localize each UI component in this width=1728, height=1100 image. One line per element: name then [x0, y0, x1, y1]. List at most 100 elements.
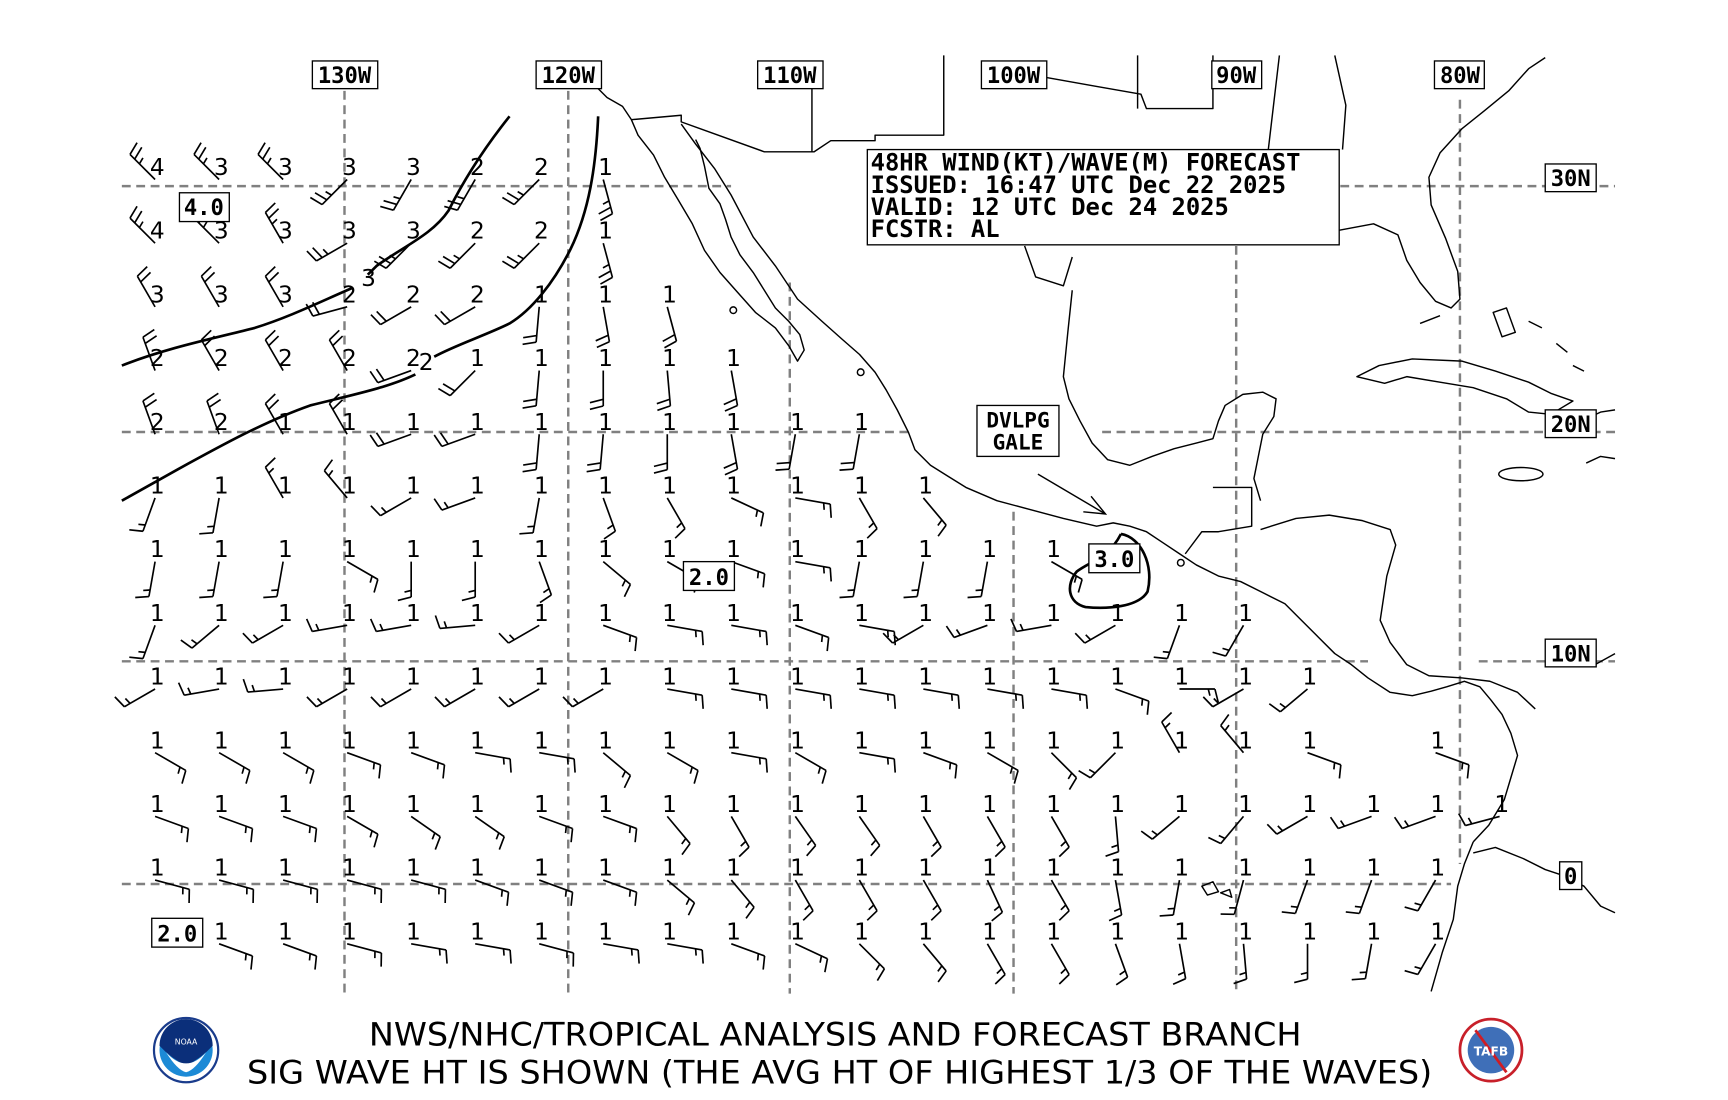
- wave-height-value: 1: [598, 600, 613, 627]
- wave-height-value: 1: [662, 473, 677, 500]
- wind-barb: [305, 618, 348, 633]
- wave-height-value: 1: [1430, 918, 1445, 945]
- wind-barb: [859, 688, 897, 709]
- wind-barb: [461, 561, 477, 602]
- wind-barb: [1233, 943, 1248, 985]
- contour-3m: [121, 115, 511, 367]
- wave-height-value: 1: [278, 727, 293, 754]
- wind-barb: [539, 942, 575, 967]
- wind-barb: [346, 815, 379, 848]
- wave-height-value: 1: [918, 664, 933, 691]
- wave-height-value: 1: [214, 600, 229, 627]
- footer-line1: NWS/NHC/TROPICAL ANALYSIS AND FORECAST B…: [369, 1016, 1302, 1054]
- wave-height-value: 1: [534, 918, 549, 945]
- wind-barb: [730, 815, 750, 858]
- wave-height-value: 1: [790, 791, 805, 818]
- wind-barb: [522, 370, 541, 409]
- wave-height-value: 1: [406, 664, 421, 691]
- wave-height-value: 2: [214, 409, 229, 436]
- wave-height-value: 1: [342, 918, 357, 945]
- wave-height-value: 1: [406, 918, 421, 945]
- wave-height-value: 1: [598, 918, 613, 945]
- wind-barb: [519, 497, 541, 535]
- gale-arrowhead: [1083, 495, 1108, 515]
- wave-height-value: 1: [470, 409, 485, 436]
- wave-height-value: 1: [150, 664, 165, 691]
- wave-height-value: 1: [598, 345, 613, 372]
- header-issued: ISSUED: 16:47 UTC Dec 22 2025: [871, 171, 1286, 199]
- wind-barb: [264, 266, 284, 308]
- developing-gale-label: DVLPG GALE: [976, 404, 1108, 515]
- wave-height-value: 1: [534, 664, 549, 691]
- wind-barb: [586, 434, 605, 473]
- wind-barb: [986, 815, 1006, 858]
- wave-height-value: 3: [278, 218, 293, 245]
- svg-text:30N: 30N: [1551, 166, 1591, 192]
- wind-barb: [242, 678, 284, 693]
- wind-barb: [858, 815, 881, 857]
- gale-label-line2: GALE: [993, 430, 1044, 455]
- wave-height-value: 1: [534, 791, 549, 818]
- wind-barb: [903, 561, 925, 599]
- wave-height-value: 1: [1046, 600, 1061, 627]
- wave-height-value: 1: [598, 791, 613, 818]
- wave-height-value: 1: [662, 918, 677, 945]
- wind-barb: [858, 879, 878, 921]
- wind-barb: [1202, 688, 1244, 708]
- wave-height-value: 1: [854, 600, 869, 627]
- wind-barb: [666, 497, 686, 539]
- wind-barb: [369, 432, 412, 448]
- wind-barb: [114, 688, 156, 708]
- wave-height-value: 1: [726, 855, 741, 882]
- wave-height-value: 2: [470, 218, 485, 245]
- wind-barb: [200, 266, 220, 308]
- cuba-coast: [1356, 358, 1574, 416]
- gale-label-line1: DVLPG: [986, 408, 1049, 433]
- wind-barb: [369, 618, 412, 633]
- wave-height-value: 1: [1046, 727, 1061, 754]
- wave-height-value: 1: [214, 727, 229, 754]
- wind-barb: [794, 943, 829, 973]
- footer-line2: SIG WAVE HT IS SHOWN (THE AVG HT OF HIGH…: [247, 1053, 1432, 1091]
- wave-height-value: 1: [470, 727, 485, 754]
- wave-height-value: 1: [470, 791, 485, 818]
- wind-barb: [923, 751, 958, 779]
- wind-barb: [199, 561, 220, 599]
- wave-height-value: 1: [1302, 727, 1317, 754]
- wind-barb: [282, 943, 318, 970]
- wave-height-value: 1: [982, 855, 997, 882]
- wind-barb: [437, 369, 476, 397]
- wave-height-value: 1: [726, 536, 741, 563]
- wave-height-value: 1: [150, 536, 165, 563]
- wave-height-value: 1: [918, 791, 933, 818]
- wave-height-value: 4: [150, 218, 165, 245]
- wind-barb: [370, 688, 412, 708]
- wave-height-value: 1: [1430, 727, 1445, 754]
- header-forecaster: FCSTR: AL: [871, 215, 1000, 243]
- wind-barb: [603, 942, 640, 964]
- wind-barb: [538, 815, 574, 843]
- wind-barb: [602, 497, 617, 540]
- wind-barb: [410, 751, 446, 779]
- wind-barb: [795, 560, 833, 582]
- wind-barb: [154, 815, 190, 843]
- wind-barb: [1220, 879, 1245, 916]
- lat-label-30n: 30N: [1544, 163, 1597, 193]
- wave-height-value: 1: [726, 345, 741, 372]
- wave-height-value: 1: [790, 473, 805, 500]
- wave-height-value: 2: [470, 154, 485, 181]
- lon-label-100w: 100W: [980, 60, 1048, 90]
- wind-barb: [129, 205, 156, 244]
- wave-height-value: 1: [1302, 664, 1317, 691]
- wave-height-value: 2: [214, 345, 229, 372]
- svg-text:100W: 100W: [987, 63, 1041, 89]
- wave-height-value: 3: [214, 218, 229, 245]
- wave-height-value: 1: [918, 536, 933, 563]
- wind-barb: [1050, 879, 1070, 921]
- island-socorro: [856, 368, 865, 377]
- wind-barb: [1435, 751, 1470, 779]
- wave-height-value: 1: [1046, 918, 1061, 945]
- wave-height-box-2a-text: 2.0: [689, 565, 729, 591]
- wave-height-value: 1: [470, 855, 485, 882]
- lon-label-130w: 130W: [311, 60, 379, 90]
